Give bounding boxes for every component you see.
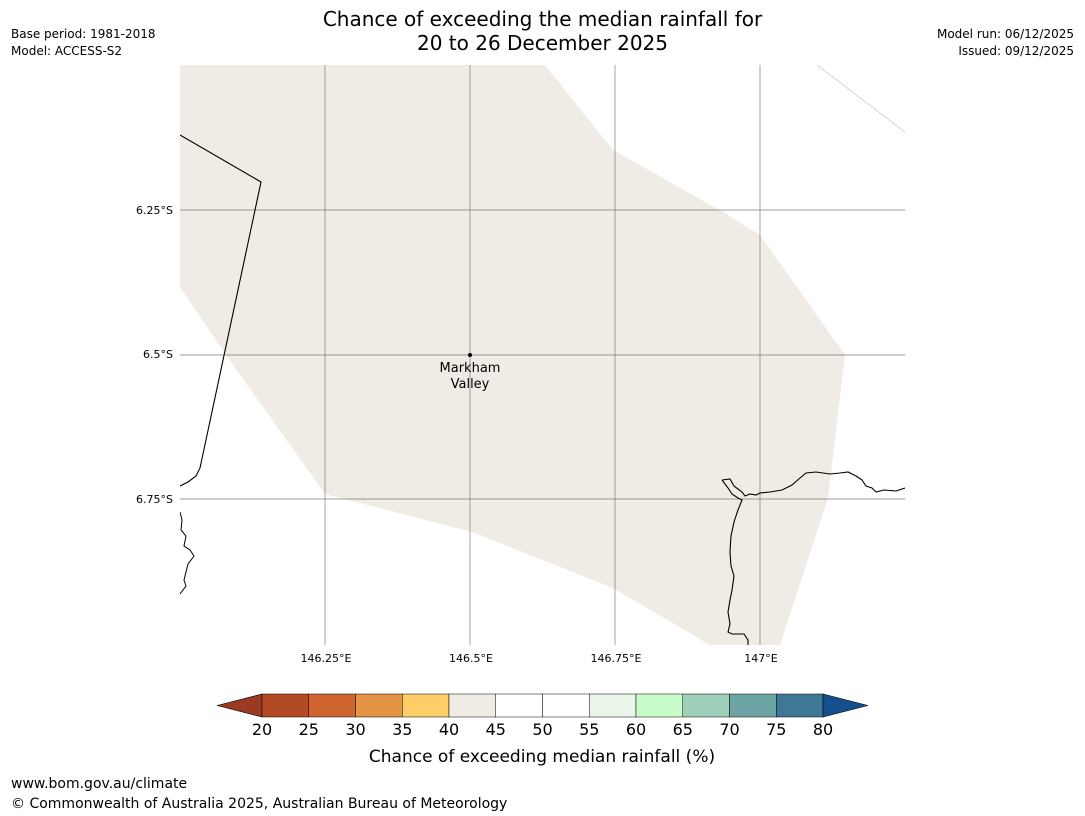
model-text: Model: ACCESS-S2 [11, 44, 123, 58]
footer-url: www.bom.gov.au/climate [11, 776, 188, 792]
colorbar-segment-75-80 [776, 693, 824, 718]
colorbar-segments [261, 693, 824, 718]
colorbar-tick-label: 45 [486, 720, 506, 739]
lon-label-147: 147°E [744, 652, 777, 665]
colorbar-tick-label: 65 [673, 720, 693, 739]
colorbar-ticks: 20 25 30 35 40 45 50 55 60 65 70 75 80 [252, 720, 833, 739]
lat-label-6.5: 6.5°S [143, 348, 173, 361]
colorbar-segment-35-40 [402, 693, 450, 718]
colorbar-segment-50-55 [542, 693, 590, 718]
base-period-text: Base period: 1981-2018 [11, 27, 156, 41]
lon-label-146.5: 146.5°E [449, 652, 493, 665]
colorbar-tick-label: 80 [813, 720, 833, 739]
place-name-line-1: Markham [440, 361, 501, 376]
colorbar-tick-label: 55 [579, 720, 599, 739]
river-line-right [721, 471, 905, 497]
colorbar-label: Chance of exceeding median rainfall (%) [369, 747, 715, 767]
coastline-left [180, 511, 195, 595]
model-run-text: Model run: 06/12/2025 [936, 27, 1074, 41]
colorbar-segment-60-65 [635, 693, 683, 718]
chart-title-line-2: 20 to 26 December 2025 [416, 31, 668, 55]
place-name-line-2: Valley [451, 377, 490, 392]
boundary-line-left [180, 134, 262, 487]
colorbar-segment-20-25 [261, 693, 309, 718]
place-marker [468, 353, 472, 357]
colorbar-legend: 20 25 30 35 40 45 50 55 60 65 70 75 80 Chance of exc… [216, 693, 869, 767]
colorbar-tick-label: 35 [392, 720, 412, 739]
colorbar-over-arrow [822, 693, 869, 718]
colorbar-segment-65-70 [682, 693, 730, 718]
colorbar-segment-70-75 [729, 693, 777, 718]
river-branch-right [721, 479, 749, 645]
colorbar-tick-label: 30 [345, 720, 365, 739]
issued-text: Issued: 09/12/2025 [958, 44, 1074, 58]
colorbar-under-arrow [216, 693, 263, 718]
footer-copyright: © Commonwealth of Australia 2025, Austra… [11, 796, 508, 812]
colorbar-tick-label: 70 [719, 720, 739, 739]
colorbar-tick-label: 20 [252, 720, 272, 739]
chart-title-line-1: Chance of exceeding the median rainfall … [322, 7, 763, 31]
colorbar-tick-label: 25 [299, 720, 319, 739]
lon-label-146.25: 146.25°E [301, 652, 352, 665]
lat-label-6.75: 6.75°S [136, 493, 173, 506]
colorbar-segment-25-30 [308, 693, 356, 718]
colorbar-tick-label: 75 [766, 720, 786, 739]
colorbar-segment-45-50 [495, 693, 543, 718]
colorbar-segment-55-60 [589, 693, 637, 718]
colorbar-segment-30-35 [355, 693, 403, 718]
lat-label-6.25: 6.25°S [136, 204, 173, 217]
faint-boundary-line [816, 65, 905, 133]
map-area: Markham Valley [180, 65, 905, 645]
colorbar-tick-label: 60 [626, 720, 646, 739]
colorbar-segment-40-45 [448, 693, 496, 718]
colorbar-tick-label: 50 [532, 720, 552, 739]
lon-label-146.75: 146.75°E [591, 652, 642, 665]
colorbar-tick-label: 40 [439, 720, 459, 739]
